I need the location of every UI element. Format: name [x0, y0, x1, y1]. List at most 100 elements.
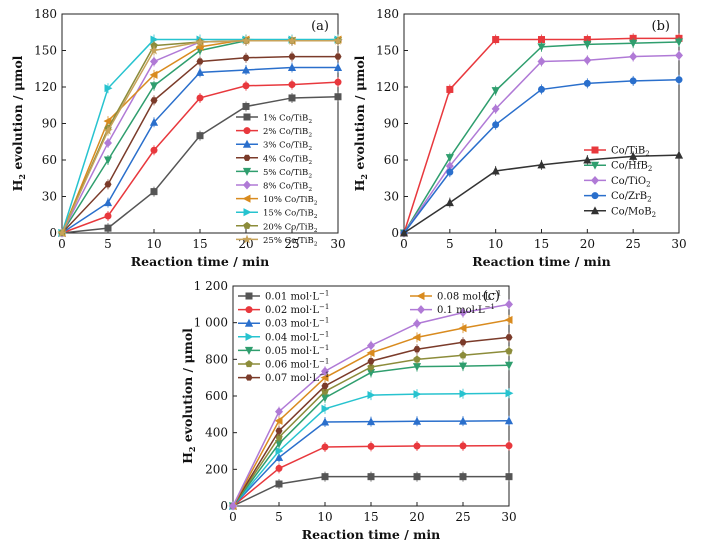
data-point: [196, 58, 204, 65]
legend-entry: 20% Co/TiB2: [236, 221, 318, 234]
data-point: [367, 363, 375, 371]
data-point: [583, 79, 591, 87]
data-point: [446, 85, 454, 93]
x-tick-label: 0: [58, 237, 66, 251]
legend-marker: [591, 146, 599, 154]
y-axis-title: H2 evolution / μmol: [180, 328, 197, 464]
series-5: [399, 150, 684, 237]
legend-entry: 0.06 mol·L−1: [238, 358, 329, 371]
data-point: [274, 452, 284, 461]
data-point: [366, 417, 376, 426]
legend-marker: [243, 113, 251, 121]
legend-marker: [242, 194, 251, 203]
legend-entry: 8% Co/TiB2: [236, 180, 312, 193]
legend-marker: [242, 180, 252, 190]
legend-entry: 1% Co/TiB2: [236, 113, 312, 126]
legend-label: 0.03 mol·L−1: [265, 317, 329, 330]
legend-marker: [245, 306, 253, 314]
y-tick-label: 30: [42, 190, 57, 204]
legend-label: Co/TiO2: [611, 176, 651, 189]
legend-entry: Co/TiB2: [584, 146, 650, 158]
chart-panel-1: 0 5 10 15 20 25 30 0 30 60 90 120 150 180 Reaction tim…: [10, 7, 346, 269]
data-point: [195, 67, 205, 76]
data-point: [195, 37, 205, 46]
data-point: [458, 362, 468, 371]
legend-marker: [242, 234, 252, 244]
legend-marker: [244, 318, 254, 327]
legend-marker: [244, 346, 254, 355]
x-tick-label: 25: [455, 510, 470, 524]
y-tick-label: 150: [376, 44, 399, 58]
legend-entry: 0.08 mol·L−1: [410, 290, 501, 303]
data-point: [412, 333, 421, 342]
x-tick-label: 15: [534, 237, 549, 251]
legend-label: 1% Co/TiB2: [263, 114, 312, 126]
series-line: [403, 41, 680, 234]
data-point: [505, 473, 513, 481]
y-tick-label: 180: [34, 7, 57, 21]
legend-entry: Co/MoB2: [584, 206, 656, 219]
data-point: [103, 116, 112, 126]
series-8: [228, 314, 513, 511]
data-point: [150, 146, 158, 154]
y-tick-label: 200: [205, 462, 228, 476]
data-point: [674, 38, 684, 47]
y-tick-label: 1 000: [194, 316, 228, 330]
legend-label: 0.08 mol·L−1: [437, 290, 501, 303]
legend-entry: 0.03 mol·L−1: [238, 317, 329, 330]
legend: Co/TiB2 Co/HfB2 Co/TiO2 Co/ZrB2 Co/MoB2: [584, 146, 656, 219]
data-point: [275, 480, 283, 488]
data-point: [367, 442, 375, 450]
data-point: [321, 443, 329, 451]
y-tick-label: 0: [220, 499, 228, 513]
panel-label: (a): [311, 19, 329, 34]
data-point: [149, 57, 159, 66]
legend-marker: [590, 175, 600, 185]
data-point: [287, 63, 297, 72]
x-tick-label: 25: [284, 237, 299, 251]
data-point: [333, 35, 343, 45]
x-tick-label: 15: [192, 237, 207, 251]
legend-entry: 4% Co/TiB2: [236, 154, 312, 166]
legend-entry: Co/TiO2: [584, 175, 651, 189]
data-point: [674, 150, 684, 159]
x-axis-title: Reaction time / min: [302, 527, 440, 542]
data-point: [103, 138, 113, 148]
data-point: [491, 166, 500, 175]
x-tick-label: 10: [488, 237, 503, 251]
legend-label: 0.05 mol·L−1: [265, 344, 329, 357]
legend-entry: Co/ZrB2: [584, 191, 652, 204]
data-point: [458, 416, 468, 425]
data-point: [504, 315, 513, 325]
y-tick-label: 400: [205, 426, 228, 440]
data-point: [459, 351, 467, 359]
legend-marker: [243, 154, 251, 161]
legend-entry: 0.01 mol·L−1: [238, 290, 329, 303]
data-point: [196, 132, 204, 140]
data-point: [367, 473, 375, 481]
data-point: [446, 168, 454, 176]
legend-marker: [245, 374, 253, 381]
data-point: [321, 404, 330, 413]
data-point: [275, 446, 284, 456]
data-point: [104, 84, 113, 93]
data-point: [629, 52, 638, 62]
data-point: [674, 50, 684, 60]
legend-entry: 25% Co/TiB2: [236, 234, 318, 247]
y-tick-label: 800: [205, 352, 228, 366]
legend-marker: [242, 167, 252, 176]
legend-marker: [590, 161, 600, 170]
legend-marker: [245, 292, 253, 300]
y-tick-label: 150: [34, 44, 57, 58]
data-point: [399, 228, 409, 237]
legend-label: 5% Co/TiB2: [263, 168, 312, 180]
series-3: [57, 62, 343, 237]
data-point: [505, 389, 514, 398]
data-point: [629, 151, 638, 160]
data-point: [412, 416, 422, 425]
data-point: [104, 224, 112, 232]
data-point: [445, 154, 454, 163]
legend-entry: 10% Co/TiB2: [236, 194, 318, 207]
data-point: [274, 416, 283, 425]
